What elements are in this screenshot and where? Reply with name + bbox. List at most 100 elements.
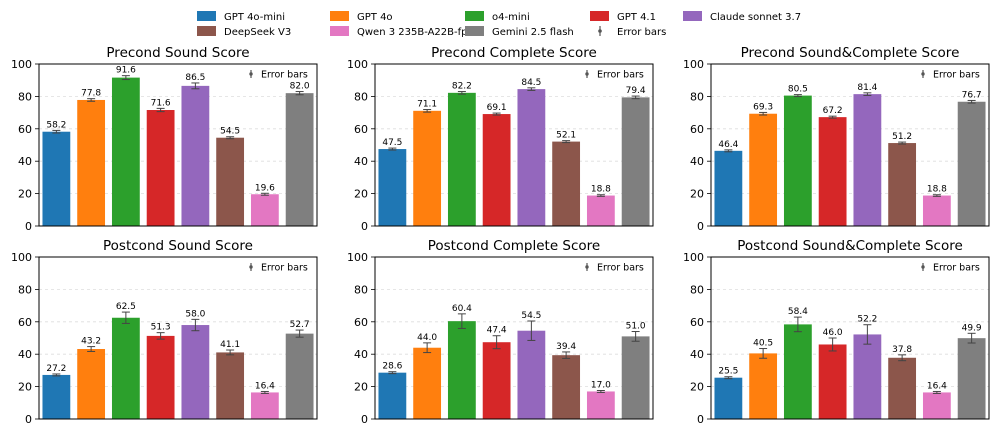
y-tick-label: 60 xyxy=(690,123,704,136)
value-label: 54.5 xyxy=(521,311,541,321)
y-tick-label: 60 xyxy=(354,123,368,136)
y-tick-label: 60 xyxy=(354,316,368,329)
axes-frame xyxy=(374,63,654,227)
chart-title: Postcond Complete Score xyxy=(428,238,601,254)
value-label: 25.5 xyxy=(718,367,738,377)
bar xyxy=(818,344,847,419)
value-label: 58.4 xyxy=(788,307,808,317)
chart-title: Postcond Sound&Complete Score xyxy=(737,238,963,254)
y-tick-label: 100 xyxy=(347,251,368,264)
y-tick-label: 60 xyxy=(18,316,32,329)
bar xyxy=(749,113,778,226)
bar xyxy=(285,93,314,226)
bar xyxy=(888,143,917,226)
bar xyxy=(517,330,546,419)
value-label: 91.6 xyxy=(116,66,136,76)
value-label: 80.5 xyxy=(788,85,808,95)
panel-legend-errorbar-dot xyxy=(585,265,589,269)
bar xyxy=(111,77,140,226)
bar xyxy=(42,374,71,419)
bar xyxy=(250,392,279,419)
bar xyxy=(42,131,71,226)
legend-swatch xyxy=(590,11,609,21)
legend-swatch xyxy=(330,11,349,21)
legend-errorbar-dot xyxy=(598,29,602,33)
y-tick-label: 20 xyxy=(354,188,368,201)
bar xyxy=(957,101,986,226)
panel-legend-label: Error bars xyxy=(597,263,644,274)
value-label: 39.4 xyxy=(556,342,576,352)
y-tick-label: 100 xyxy=(683,251,704,264)
bar xyxy=(888,357,917,419)
value-label: 77.8 xyxy=(81,89,101,99)
panel-legend-label: Error bars xyxy=(933,70,980,81)
y-tick-label: 20 xyxy=(690,381,704,394)
value-label: 86.5 xyxy=(185,73,205,83)
bar xyxy=(749,353,778,419)
bar xyxy=(922,392,951,419)
value-label: 84.5 xyxy=(521,78,541,88)
bar xyxy=(586,195,615,226)
chart-panel-1: Precond Sound Score 0 20 40 60 80 100 58.2 77.8 9… xyxy=(11,45,318,233)
bar xyxy=(77,349,106,419)
value-label: 18.8 xyxy=(927,185,947,195)
y-tick-label: 20 xyxy=(690,188,704,201)
bar xyxy=(413,347,442,419)
y-tick-label: 20 xyxy=(354,381,368,394)
y-tick-label: 0 xyxy=(697,220,704,233)
value-label: 67.2 xyxy=(823,106,843,116)
y-tick-label: 0 xyxy=(25,220,32,233)
value-label: 17.0 xyxy=(591,380,611,390)
chart-title: Postcond Sound Score xyxy=(103,238,253,254)
value-label: 52.1 xyxy=(556,131,576,141)
y-tick-label: 40 xyxy=(354,155,368,168)
legend-errorbar-label: Error bars xyxy=(617,27,666,38)
bar xyxy=(378,372,407,419)
value-label: 58.2 xyxy=(46,120,66,130)
y-tick-label: 40 xyxy=(18,155,32,168)
chart-title: Precond Sound&Complete Score xyxy=(741,45,960,61)
value-label: 51.0 xyxy=(626,322,646,332)
y-tick-label: 0 xyxy=(361,413,368,426)
value-label: 49.9 xyxy=(962,323,982,333)
value-label: 43.2 xyxy=(81,337,101,347)
top-legend: GPT 4o-mini GPT 4o o4-mini GPT 4.1 Claude so… xyxy=(197,11,801,38)
y-tick-label: 80 xyxy=(18,90,32,103)
bar xyxy=(517,89,546,226)
axes-frame xyxy=(710,63,990,227)
bar xyxy=(714,377,743,419)
y-tick-label: 80 xyxy=(18,283,32,296)
value-label: 69.1 xyxy=(487,103,507,113)
value-label: 47.5 xyxy=(382,138,402,148)
legend-swatch xyxy=(683,11,702,21)
value-label: 37.8 xyxy=(892,345,912,355)
value-label: 82.2 xyxy=(452,82,472,92)
value-label: 79.4 xyxy=(626,86,646,96)
panel-legend-errorbar-dot xyxy=(921,265,925,269)
y-tick-label: 0 xyxy=(25,413,32,426)
bar xyxy=(853,334,882,419)
value-label: 52.2 xyxy=(857,315,877,325)
bar xyxy=(621,336,650,419)
value-label: 27.2 xyxy=(46,364,66,374)
panel-legend-label: Error bars xyxy=(597,70,644,81)
bar xyxy=(818,117,847,226)
y-tick-label: 80 xyxy=(354,90,368,103)
value-label: 54.5 xyxy=(220,127,240,137)
y-tick-label: 0 xyxy=(361,220,368,233)
value-label: 44.0 xyxy=(417,333,437,343)
value-label: 60.4 xyxy=(452,304,472,314)
value-label: 69.3 xyxy=(753,102,773,112)
legend-label: Claude sonnet 3.7 xyxy=(710,12,801,23)
bar xyxy=(552,141,581,226)
y-tick-label: 60 xyxy=(18,123,32,136)
legend-swatch xyxy=(197,26,216,36)
chart-panel-4: Postcond Sound Score 0 20 40 60 80 100 27.2 43.2… xyxy=(11,238,318,426)
y-tick-label: 40 xyxy=(690,155,704,168)
value-label: 58.0 xyxy=(185,309,205,319)
value-label: 47.4 xyxy=(487,326,507,336)
y-tick-label: 20 xyxy=(18,188,32,201)
y-tick-label: 80 xyxy=(690,283,704,296)
value-label: 62.5 xyxy=(116,302,136,312)
